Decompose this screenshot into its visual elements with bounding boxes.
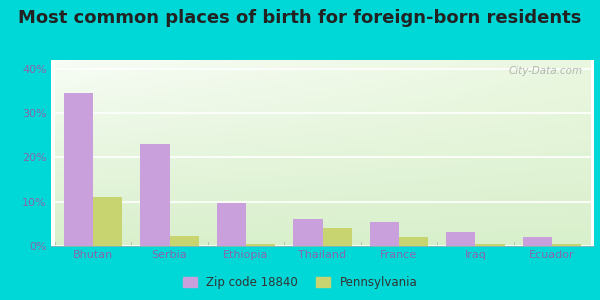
Bar: [552, 244, 581, 246]
Bar: [523, 237, 552, 246]
Bar: [293, 218, 323, 246]
Bar: [217, 203, 246, 246]
Bar: [64, 93, 93, 246]
Bar: [446, 232, 475, 246]
Bar: [323, 228, 352, 246]
Bar: [246, 244, 275, 246]
Legend: Zip code 18840, Pennsylvania: Zip code 18840, Pennsylvania: [178, 272, 422, 294]
Text: City-Data.com: City-Data.com: [509, 66, 583, 76]
Bar: [475, 244, 505, 246]
Bar: [140, 144, 170, 246]
Bar: [93, 197, 122, 246]
Bar: [370, 222, 399, 246]
Text: Most common places of birth for foreign-born residents: Most common places of birth for foreign-…: [19, 9, 581, 27]
Bar: [399, 237, 428, 246]
Bar: [170, 236, 199, 246]
